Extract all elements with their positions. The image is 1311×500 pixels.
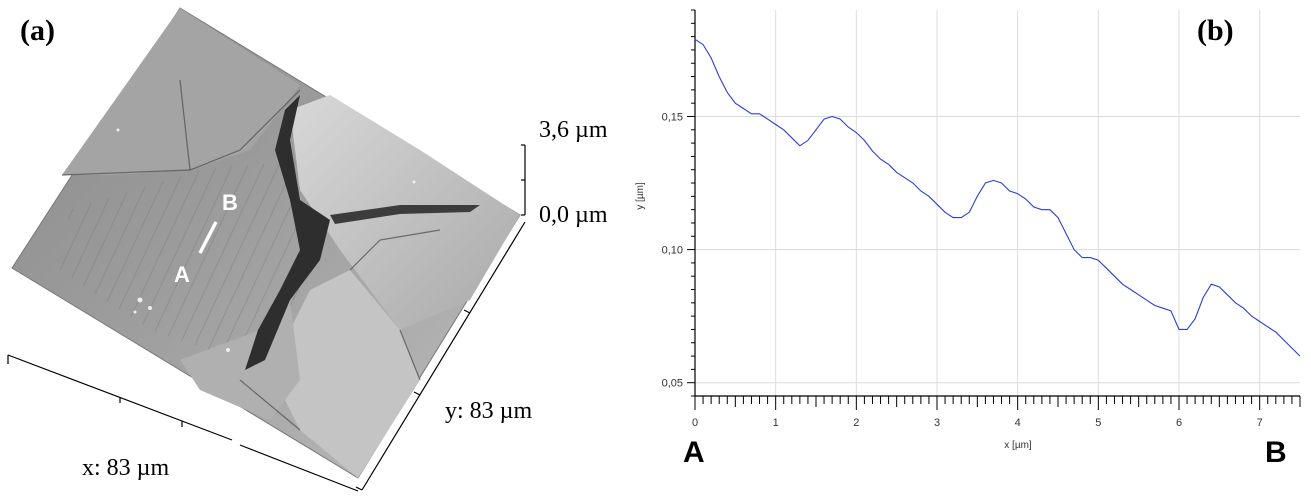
x-axis-ruler [7, 354, 233, 441]
z-bottom-label: 0,0 µm [539, 202, 608, 228]
x-tick-label: 1 [773, 417, 779, 429]
panel-b-label: (b) [1197, 14, 1234, 47]
chart-y-axis-label: y [µm] [635, 182, 646, 210]
chart-x-axis-label: x [µm] [1004, 440, 1032, 451]
x-extent-label: x: 83 µm [82, 455, 170, 481]
x-tick-label: 7 [1257, 417, 1263, 429]
y-extent-label: y: 83 µm [445, 398, 533, 424]
x-tick-label: 5 [1095, 417, 1101, 429]
grain-lower [270, 270, 420, 478]
chart-axes [687, 9, 1301, 410]
x-tick-label: 6 [1176, 417, 1182, 429]
z-top-label: 3,6 µm [539, 117, 608, 143]
x-tick-label: 2 [853, 417, 859, 429]
x-tick-labels: 0 1 2 3 4 5 6 7 [692, 417, 1263, 429]
grain-boundary-groove [245, 95, 330, 370]
x-tick-label: 0 [692, 417, 698, 429]
profile-end-label: B [1265, 436, 1287, 469]
panel-a-label: (a) [20, 14, 55, 47]
y-tick-label: 0,05 [662, 378, 683, 390]
profile-start-label: A [683, 436, 705, 469]
x-tick-label: 3 [934, 417, 940, 429]
y-tick-label: 0,10 [662, 245, 683, 257]
groove-branch [330, 205, 480, 224]
afm-topography-image: A B [7, 7, 526, 492]
profile-line [198, 221, 218, 254]
profile-end-marker: B [222, 190, 238, 215]
y-tick-labels: 0,05 0,10 0,15 [662, 111, 683, 389]
z-scale-bar [521, 144, 526, 216]
surface-particles [116, 128, 416, 352]
profile-chart: 0 1 2 3 4 5 6 7 0,05 0,10 0,15 x [µm] y [µm] [635, 9, 1301, 451]
chart-grid [695, 10, 1300, 396]
profile-series-line [694, 38, 1301, 357]
x-tick-label: 4 [1015, 417, 1021, 429]
profile-start-marker: A [174, 262, 190, 287]
grain-boundary-lines [61, 79, 441, 431]
y-axis-ruler [239, 221, 526, 492]
y-tick-label: 0,15 [662, 111, 683, 123]
